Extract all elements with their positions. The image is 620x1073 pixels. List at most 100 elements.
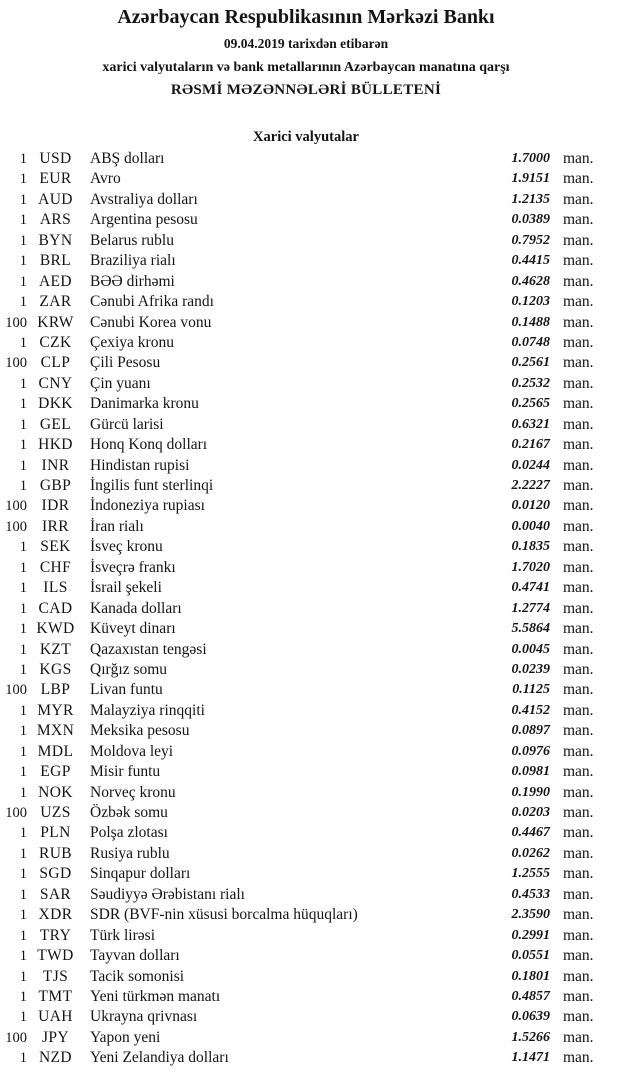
currency-unit-label: man.	[563, 538, 594, 556]
bulletin-title: RƏSMİ MƏZƏNNƏLƏRİ BÜLLETENİ	[170, 82, 442, 98]
currency-name: Honq Konq dolları	[90, 436, 208, 454]
currency-unit-label: man.	[563, 987, 594, 1005]
currency-name: Braziliya rialı	[90, 252, 176, 270]
currency-rate: 1.7020	[511, 559, 551, 575]
currency-code: GBP	[39, 477, 72, 494]
currency-unit-label: man.	[563, 150, 594, 167]
currency-name: Danimarka kronu	[90, 395, 199, 413]
currency-quantity: 1	[19, 784, 27, 801]
currency-unit-label: man.	[563, 763, 594, 781]
currency-unit-label: man.	[563, 252, 594, 270]
currency-row: 1 UAH Ukrayna qrivnası 0.0639 man.	[0, 1007, 612, 1027]
currency-rate: 1.2135	[511, 191, 551, 207]
currency-row: 1 HKD Honq Konq dolları 0.2167 man.	[0, 435, 612, 455]
currency-code: SAR	[39, 885, 72, 903]
currency-name: Çili Pesosu	[90, 354, 161, 372]
currency-name: ABŞ dolları	[90, 150, 165, 167]
currency-unit-label: man.	[563, 885, 594, 903]
currency-rate: 0.7952	[511, 232, 551, 248]
currency-rate: 0.1125	[512, 682, 550, 698]
currency-rate: 0.4533	[511, 886, 551, 902]
currency-unit-label: man.	[563, 865, 594, 883]
currency-rate: 2.3590	[511, 907, 551, 923]
currency-code: USD	[39, 150, 72, 167]
currency-name: Sinqapur dolları	[90, 865, 191, 883]
currency-rate: 0.0389	[511, 212, 551, 228]
currency-quantity: 1	[19, 334, 27, 351]
currency-quantity: 1	[19, 968, 27, 985]
currency-row: 1 AUD Avstraliya dolları 1.2135 man.	[0, 190, 612, 210]
currency-rate: 0.0040	[511, 518, 551, 534]
currency-unit-label: man.	[563, 415, 594, 433]
currency-quantity: 1	[19, 661, 27, 678]
currency-unit-label: man.	[563, 681, 594, 699]
currency-name: Malayziya rinqqiti	[90, 701, 205, 719]
currency-code: KGS	[39, 660, 72, 678]
currency-rate: 0.2561	[511, 355, 551, 371]
currency-code: CHF	[39, 558, 72, 576]
currency-quantity: 1	[19, 294, 27, 311]
currency-unit-label: man.	[563, 272, 594, 290]
currency-unit-label: man.	[563, 1028, 594, 1046]
currency-code: AED	[38, 272, 73, 290]
currency-unit-label: man.	[563, 497, 594, 515]
currency-code: KZT	[39, 640, 72, 658]
currency-quantity: 1	[19, 621, 27, 638]
currency-code: IDR	[41, 497, 70, 515]
currency-unit-label: man.	[563, 947, 594, 965]
currency-quantity: 1	[19, 478, 27, 494]
currency-name: BƏƏ dirhəmi	[90, 272, 175, 290]
currency-row: 1 INR Hindistan rupisi 0.0244 man.	[0, 456, 612, 476]
currency-rate: 0.4628	[511, 273, 551, 289]
currency-row: 1 CNY Çin yuanı 0.2532 man.	[0, 374, 612, 394]
currency-code: TMT	[38, 987, 73, 1005]
currency-rate: 0.0639	[511, 1009, 551, 1025]
currency-rate: 0.4467	[511, 825, 551, 841]
currency-code: GEL	[39, 415, 72, 433]
currency-quantity: 1	[19, 641, 27, 658]
currency-rate: 0.0976	[511, 743, 551, 759]
currency-name: İndoneziya rupiası	[90, 497, 205, 515]
currency-name: Norveç kronu	[90, 783, 176, 801]
currency-rate: 0.0981	[511, 764, 551, 780]
currency-code: BRL	[39, 252, 72, 270]
currency-name: Moldova leyi	[90, 742, 174, 760]
currency-quantity: 1	[19, 886, 27, 903]
currency-quantity: 1	[19, 764, 27, 781]
currency-quantity: 1	[19, 702, 27, 719]
currency-quantity: 1	[19, 600, 27, 617]
currency-name: Yeni Zelandiya dolları	[90, 1049, 229, 1067]
page-title: Azərbaycan Respublikasının Mərkəzi Bankı	[117, 6, 495, 28]
currency-rate: 0.0120	[511, 498, 551, 514]
currency-quantity: 100	[5, 682, 27, 699]
currency-rate: 0.0239	[511, 661, 551, 677]
currency-row: 1 EUR Avro 1.9151 man.	[0, 169, 612, 189]
currency-rate: 5.5864	[511, 621, 551, 637]
currency-row: 100 IDR İndoneziya rupiası 0.0120 man.	[0, 496, 612, 516]
currency-row: 100 CLP Çili Pesosu 0.2561 man.	[0, 353, 612, 373]
currency-code: NOK	[38, 783, 73, 801]
currency-unit-label: man.	[563, 456, 594, 474]
currency-unit-label: man.	[563, 844, 594, 862]
currency-unit-label: man.	[563, 211, 594, 229]
currency-code: BYN	[38, 231, 73, 249]
currency-name: İran rialı	[90, 517, 144, 535]
rates-table: 1 USD ABŞ dolları 1.7000 man. 1 EUR Avro…	[0, 149, 612, 1069]
currency-row: 1 XDR SDR (BVF-nin xüsusi borcalma hüquq…	[0, 905, 612, 925]
currency-row: 1 ZAR Cənubi Afrika randı 0.1203 man.	[0, 292, 612, 312]
currency-rate: 1.2774	[511, 600, 551, 616]
currency-code: HKD	[38, 436, 73, 454]
currency-rate: 2.2227	[511, 478, 551, 493]
currency-code: TWD	[37, 947, 74, 965]
currency-name: İsveç kronu	[90, 538, 163, 556]
currency-code: SEK	[40, 538, 71, 556]
currency-row: 1 SAR Səudiyyə Ərəbistanı rialı 0.4533 m…	[0, 885, 612, 905]
currency-unit-label: man.	[563, 170, 594, 188]
currency-name: Qırğız somu	[90, 660, 168, 678]
currency-unit-label: man.	[563, 599, 594, 617]
currency-name: Cənubi Korea vonu	[90, 313, 212, 331]
currency-code: UZS	[40, 804, 71, 821]
currency-row: 1 USD ABŞ dolları 1.7000 man.	[0, 149, 612, 169]
currency-name: Gürcü larisi	[90, 415, 164, 433]
currency-quantity: 100	[5, 314, 27, 331]
